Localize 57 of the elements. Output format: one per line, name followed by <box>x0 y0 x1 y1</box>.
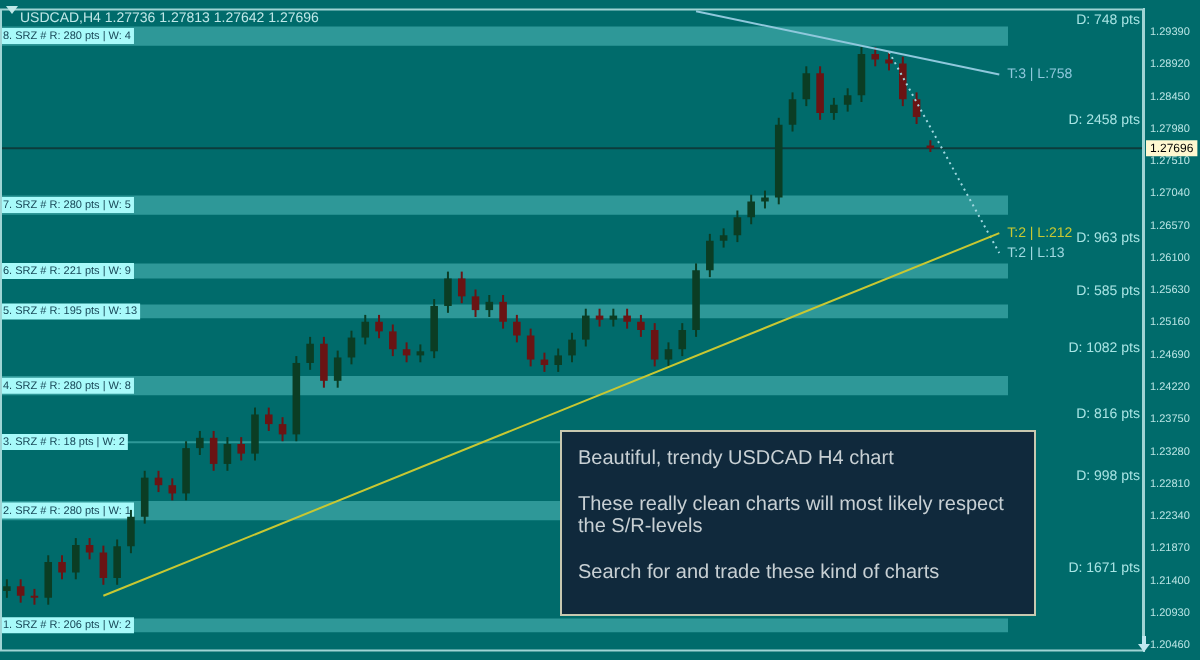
candlestick <box>430 298 438 360</box>
candlestick <box>251 406 259 462</box>
candlestick <box>127 508 135 555</box>
candlestick <box>223 436 232 472</box>
annotation: Beautiful, trendy USDCAD H4 chart <box>578 448 896 470</box>
candlestick <box>526 327 535 368</box>
candlestick <box>209 429 218 472</box>
candlestick <box>899 55 907 108</box>
candlestick <box>788 91 797 133</box>
candlestick <box>333 349 342 389</box>
candlestick <box>264 406 273 432</box>
text-panel: Beautiful, trendy USDCAD H4 chart These really clean charts will most likely respect the S/R-levels Search for and trade these kind of charts <box>560 430 1036 616</box>
candlestick <box>843 87 852 113</box>
candlestick <box>816 65 824 121</box>
candlestick <box>513 313 521 344</box>
candlestick <box>637 313 645 338</box>
candlestick <box>140 469 149 525</box>
candlestick <box>471 288 480 318</box>
candlestick <box>278 416 287 443</box>
candlestick <box>485 293 494 318</box>
candlestick <box>113 538 121 586</box>
candlestick <box>871 46 880 68</box>
candlestick <box>44 554 53 606</box>
candlestick <box>182 440 190 502</box>
candlestick <box>196 429 204 456</box>
candlestick <box>320 335 328 389</box>
candlestick <box>375 313 383 340</box>
candlestick <box>664 341 673 368</box>
annotation: Search for and trade these kind of charts <box>578 562 942 584</box>
annotation: These really clean charts will most likely respect the S/R-levels <box>578 494 1006 538</box>
candlestick <box>554 347 563 373</box>
candlestick <box>802 65 811 108</box>
candlestick <box>499 293 507 330</box>
candlestick <box>568 331 576 364</box>
candlestick <box>830 96 838 121</box>
candlestick <box>623 307 631 330</box>
candlestick <box>678 322 687 358</box>
candlestick <box>99 544 108 586</box>
candlestick <box>58 554 66 581</box>
candlestick <box>650 322 659 368</box>
candlestick <box>85 537 94 561</box>
candlestick <box>361 313 370 346</box>
candlestick <box>719 227 728 249</box>
candlestick <box>168 477 177 502</box>
candlestick <box>857 46 866 103</box>
candlestick <box>237 436 245 462</box>
candlestick <box>389 323 397 358</box>
candlestick <box>457 270 466 305</box>
candlestick <box>706 232 714 279</box>
candlestick <box>72 537 80 581</box>
candlestick <box>747 193 755 226</box>
candlestick <box>3 578 11 599</box>
candlestick <box>444 270 452 314</box>
candlestick <box>16 578 25 604</box>
candlestick <box>581 307 590 348</box>
candlestick <box>306 335 314 371</box>
candlestick <box>733 209 742 244</box>
